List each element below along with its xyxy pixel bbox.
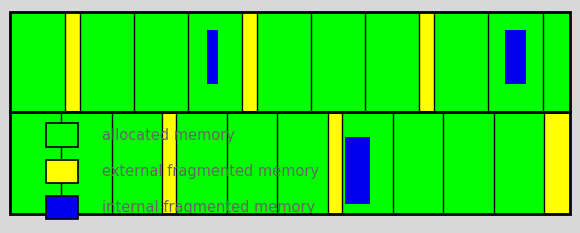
Bar [227, 112, 277, 214]
Bar [10, 112, 570, 214]
Bar [542, 12, 570, 112]
Bar [311, 12, 365, 112]
Bar [10, 12, 570, 112]
Bar [277, 112, 328, 214]
Bar [134, 12, 188, 112]
Text: allocated memory: allocated memory [102, 128, 234, 143]
Text: internal fragmented memory: internal fragmented memory [102, 200, 314, 215]
Bar [61, 112, 111, 214]
Bar [365, 12, 419, 112]
Bar [10, 112, 570, 214]
Bar [419, 12, 434, 112]
Bar [242, 12, 257, 112]
Bar [46, 196, 78, 219]
Bar [188, 12, 242, 112]
Bar [162, 112, 176, 214]
Bar [206, 30, 218, 84]
Bar [505, 30, 526, 84]
Bar [46, 123, 78, 147]
Bar [393, 112, 443, 214]
Text: external fragmented memory: external fragmented memory [102, 164, 318, 179]
Bar [111, 112, 162, 214]
Bar [176, 112, 227, 214]
Bar [434, 12, 488, 112]
Bar [328, 112, 342, 214]
Bar [46, 160, 78, 183]
Bar [79, 12, 134, 112]
Bar [10, 12, 64, 112]
Bar [443, 112, 494, 214]
Bar [10, 12, 570, 112]
Bar [488, 12, 542, 112]
Bar [10, 112, 61, 214]
Bar [494, 112, 544, 214]
Bar [342, 112, 393, 214]
Bar [64, 12, 79, 112]
Bar [544, 112, 570, 214]
Bar [257, 12, 311, 112]
Bar [345, 137, 370, 204]
